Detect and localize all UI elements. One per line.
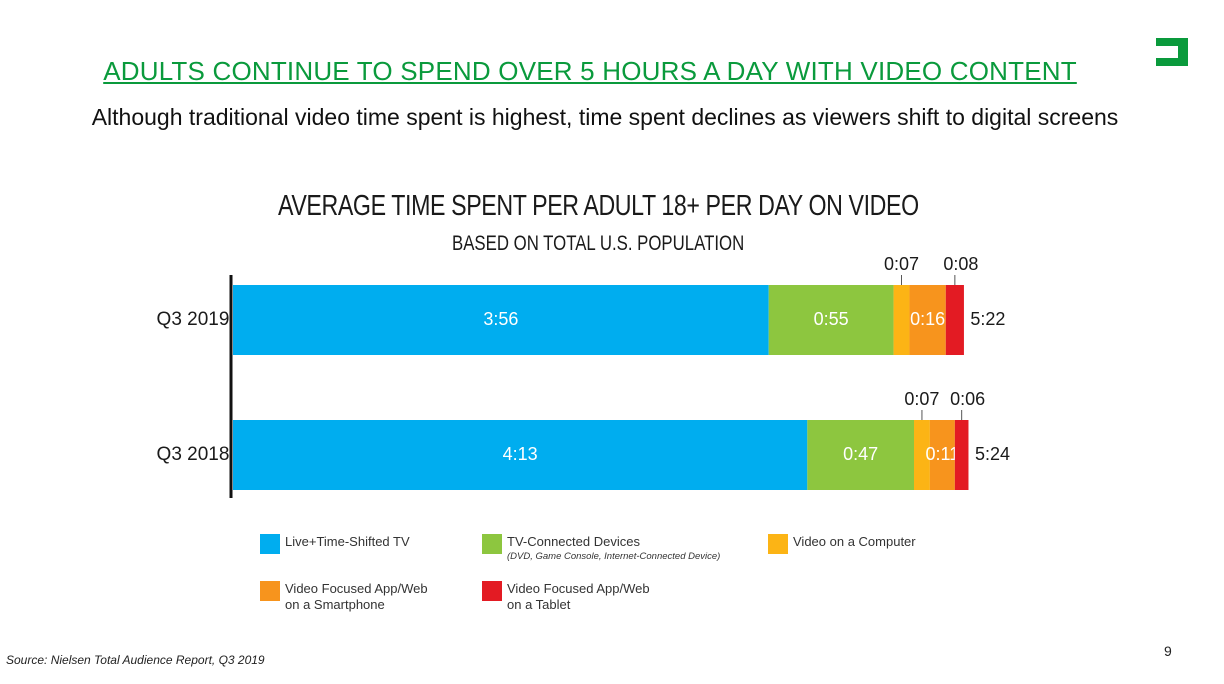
bar-segment (914, 420, 930, 490)
bar-segment (909, 285, 946, 355)
bar-segment (954, 420, 969, 490)
legend-note-tv-connected: (DVD, Game Console, Internet-Connected D… (507, 551, 721, 562)
chart-subtitle: BASED ON TOTAL U.S. POPULATION (452, 232, 745, 255)
legend-item-tablet: Video Focused App/Web on a Tablet (482, 581, 667, 613)
legend-label-tv-connected-wrap: TV-Connected Devices (DVD, Game Console,… (507, 534, 720, 564)
bar-segment (807, 420, 914, 490)
bracket-logo-icon (1156, 38, 1188, 66)
legend-label-live-tv: Live+Time-Shifted TV (285, 534, 410, 549)
bar-segment (945, 285, 964, 355)
legend-label-tv-connected: TV-Connected Devices (507, 534, 640, 549)
legend-swatch-smartphone (260, 581, 280, 601)
data-label: 0:08 (943, 254, 978, 274)
page-number: 9 (1164, 643, 1172, 659)
chart-title: AVERAGE TIME SPENT PER ADULT 18+ PER DAY… (278, 190, 919, 222)
total-label: 5:22 (970, 309, 1005, 329)
category-label: Q3 2018 (157, 444, 230, 465)
legend-item-tv-connected: TV-Connected Devices (DVD, Game Console,… (482, 534, 720, 564)
data-label: 0:55 (814, 309, 849, 329)
data-label: 0:07 (904, 389, 939, 409)
bar-segment (233, 420, 808, 490)
slide-title: ADULTS CONTINUE TO SPEND OVER 5 HOURS A … (103, 56, 1077, 86)
data-label: 0:11 (926, 444, 960, 464)
data-label: 4:13 (503, 444, 538, 464)
legend-item-smartphone: Video Focused App/Web on a Smartphone (260, 581, 445, 613)
legend-item-live-tv: Live+Time-Shifted TV (260, 534, 410, 554)
source-note: Source: Nielsen Total Audience Report, Q… (6, 653, 265, 667)
data-label: 0:16 (910, 309, 945, 329)
legend-swatch-tablet (482, 581, 502, 601)
bar-segment (929, 420, 955, 490)
data-label: 0:47 (843, 444, 878, 464)
legend-label-smartphone: Video Focused App/Web on a Smartphone (285, 581, 428, 612)
category-label: Q3 2019 (157, 309, 230, 330)
legend-label-tablet: Video Focused App/Web on a Tablet (507, 581, 650, 612)
chart-legend: Live+Time-Shifted TV TV-Connected Device… (260, 532, 980, 622)
bar-segment (893, 285, 910, 355)
slide-subtitle: Although traditional video time spent is… (91, 104, 1119, 130)
legend-swatch-live-tv (260, 534, 280, 554)
legend-item-computer: Video on a Computer (768, 534, 916, 554)
legend-swatch-tv-connected (482, 534, 502, 554)
total-label: 5:24 (975, 444, 1010, 464)
data-label: 0:07 (884, 254, 919, 274)
legend-swatch-computer (768, 534, 788, 554)
data-label: 3:56 (483, 309, 518, 329)
bar-segment (233, 285, 769, 355)
legend-label-computer: Video on a Computer (793, 534, 916, 549)
data-label: 0:06 (950, 389, 985, 409)
bar-segment (768, 285, 894, 355)
